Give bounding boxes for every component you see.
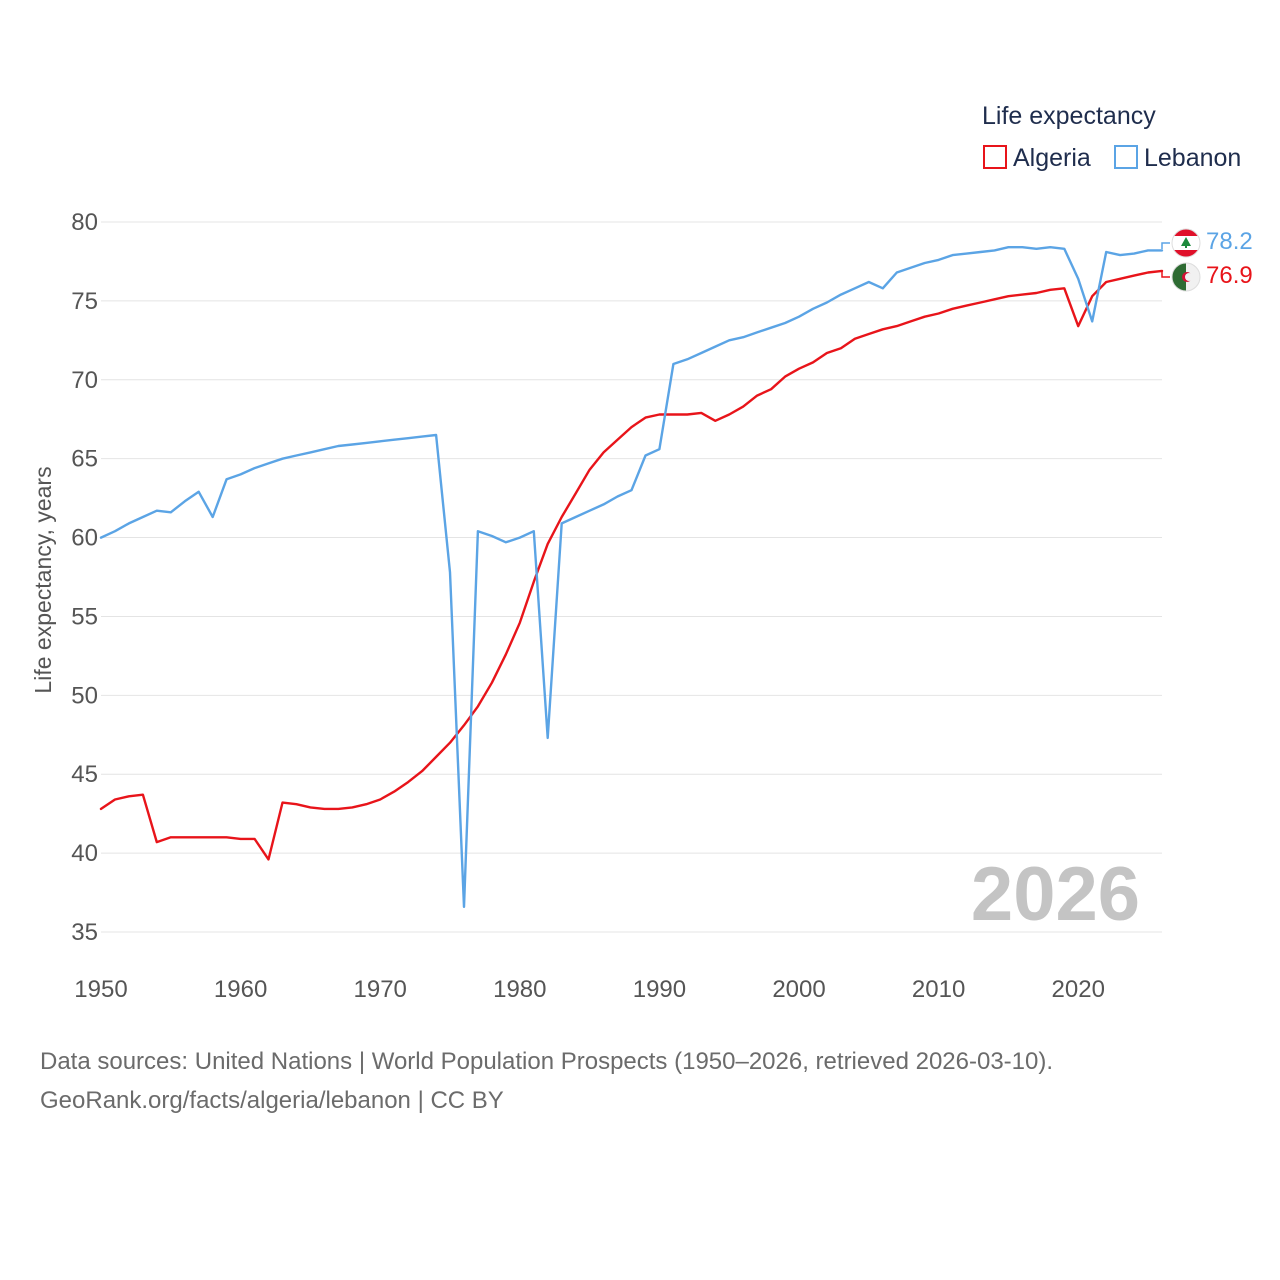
- y-tick-label-65: 65: [71, 446, 98, 473]
- sources-line-1: Data sources: United Nations | World Pop…: [40, 1048, 1054, 1075]
- y-tick-label-40: 40: [71, 840, 98, 867]
- sources-line-2: GeoRank.org/facts/algeria/lebanon | CC B…: [40, 1087, 504, 1114]
- x-tick-label-1990: 1990: [633, 976, 686, 1003]
- y-tick-label-80: 80: [71, 209, 98, 236]
- legend-swatch-lebanon[interactable]: [1114, 145, 1138, 169]
- algeria-flag-border: [1171, 262, 1201, 292]
- series-line-algeria[interactable]: [99, 269, 1164, 861]
- y-tick-label-75: 75: [71, 288, 98, 315]
- year-watermark: 2026: [971, 852, 1140, 937]
- algeria-flag-icon: [1172, 263, 1200, 291]
- x-tick-label-2010: 2010: [912, 976, 965, 1003]
- series-layer: [99, 245, 1164, 908]
- data-sources-note: Data sources: United Nations | World Pop…: [40, 1042, 1240, 1120]
- lebanon-flag-border: [1171, 228, 1201, 258]
- x-tick-label-1980: 1980: [493, 976, 546, 1003]
- y-tick-label-50: 50: [71, 682, 98, 709]
- y-tick-label-60: 60: [71, 525, 98, 552]
- legend: Life expectancy Algeria Lebanon: [982, 102, 1241, 172]
- legend-swatch-algeria[interactable]: [983, 145, 1007, 169]
- legend-title: Life expectancy: [982, 102, 1156, 130]
- y-tick-label-70: 70: [71, 367, 98, 394]
- x-tick-label-2020: 2020: [1052, 976, 1105, 1003]
- end-connector-algeria: [1161, 270, 1170, 278]
- y-axis-title: Life expectancy, years: [30, 466, 56, 693]
- lebanon-flag-icon: [1172, 229, 1200, 257]
- end-value-algeria: 76.9: [1206, 262, 1253, 289]
- x-tick-label-1960: 1960: [214, 976, 267, 1003]
- y-tick-label-55: 55: [71, 603, 98, 630]
- series-line-lebanon[interactable]: [99, 245, 1164, 908]
- x-tick-label-1970: 1970: [354, 976, 407, 1003]
- x-tick-label-1950: 1950: [74, 976, 127, 1003]
- x-axis: 1950 1960 1970 1980 1990 2000 2010 2020: [74, 976, 1105, 1003]
- life-expectancy-chart: 35 40 45 50 55 60 65 70 75 80 1950 1960 1970 1980 199…: [30, 102, 1253, 1003]
- end-connector-lebanon: [1161, 242, 1170, 249]
- legend-label-lebanon[interactable]: Lebanon: [1144, 144, 1241, 172]
- grid: [101, 221, 1162, 933]
- legend-label-algeria[interactable]: Algeria: [1013, 144, 1091, 172]
- y-tick-label-45: 45: [71, 761, 98, 788]
- x-tick-label-2000: 2000: [772, 976, 825, 1003]
- end-value-lebanon: 78.2: [1206, 228, 1253, 255]
- y-tick-label-35: 35: [71, 919, 98, 946]
- y-axis: 35 40 45 50 55 60 65 70 75 80: [71, 209, 98, 946]
